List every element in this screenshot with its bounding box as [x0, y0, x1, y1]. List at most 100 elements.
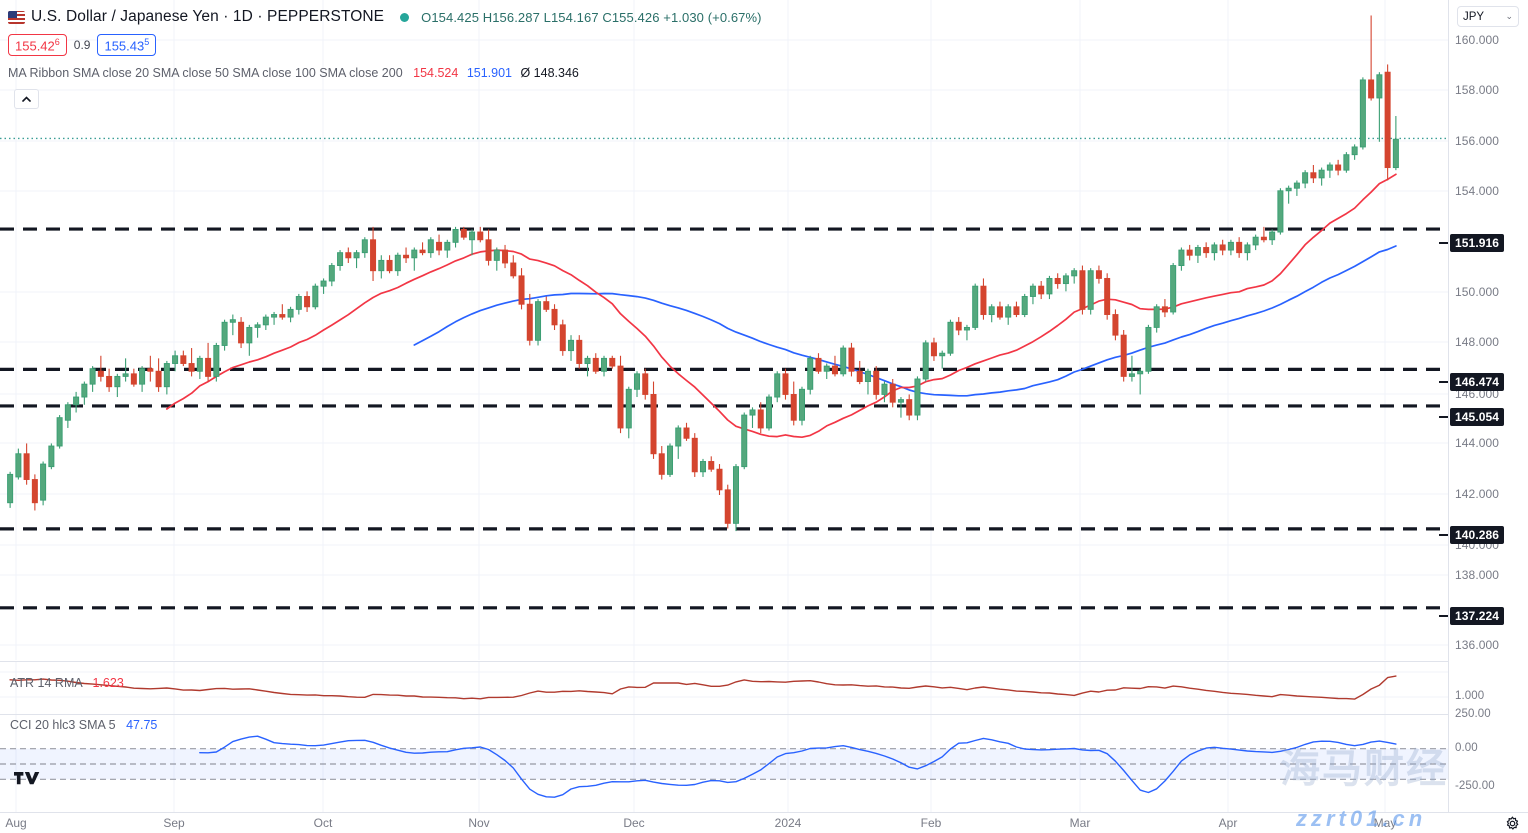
- candle-body: [1335, 164, 1342, 171]
- candle-body: [1120, 334, 1127, 377]
- candlestick: [271, 311, 278, 325]
- candlestick: [897, 397, 904, 418]
- candlestick: [419, 242, 426, 256]
- candlestick: [840, 345, 847, 377]
- candle-body: [229, 319, 236, 323]
- candle-body: [1376, 74, 1383, 99]
- price-level-badge[interactable]: 145.054: [1450, 408, 1505, 426]
- candle-body: [147, 368, 154, 372]
- candle-body: [1128, 373, 1135, 377]
- candle-body: [1269, 231, 1276, 241]
- candlestick: [188, 348, 195, 377]
- candle-body: [510, 262, 517, 277]
- candle-body: [1178, 249, 1185, 267]
- candle-body: [716, 468, 723, 491]
- candlestick: [427, 237, 434, 258]
- candlestick: [1112, 309, 1119, 341]
- candle-body: [873, 370, 880, 395]
- candlestick: [64, 402, 71, 428]
- candle-body: [798, 388, 805, 421]
- candle-body: [386, 259, 393, 272]
- candlestick: [1359, 77, 1366, 150]
- candlestick: [617, 355, 624, 434]
- candlestick: [205, 342, 212, 382]
- price-level-badge[interactable]: 137.224: [1450, 607, 1505, 625]
- candlestick: [1392, 116, 1399, 171]
- main-price-pane[interactable]: [0, 0, 1448, 660]
- candlestick: [864, 368, 871, 395]
- time-tick: Oct: [313, 816, 333, 830]
- price-tick: 158.000: [1455, 83, 1500, 97]
- time-scale[interactable]: Aug Sep Oct Nov Dec 2024 Feb Mar Apr May: [0, 812, 1528, 833]
- candlestick: [1186, 244, 1193, 261]
- price-tick: 250.00: [1455, 708, 1491, 720]
- candlestick: [765, 394, 772, 431]
- price-scale[interactable]: JPY ⌄ 160.000 158.000 156.000 154.000 150.00…: [1439, 0, 1528, 812]
- candlestick: [988, 304, 995, 323]
- gear-icon[interactable]: [1505, 816, 1520, 831]
- candlestick: [7, 471, 14, 508]
- candle-body: [436, 241, 443, 251]
- candlestick: [287, 306, 294, 323]
- candlestick: [370, 226, 377, 282]
- price-level-badge[interactable]: 151.916: [1450, 234, 1505, 252]
- candlestick: [163, 360, 170, 395]
- candlestick: [510, 255, 517, 279]
- candlestick: [1260, 226, 1267, 243]
- candlestick: [757, 402, 764, 434]
- candlestick: [1285, 185, 1292, 204]
- candle-body: [139, 368, 146, 385]
- candle-body: [790, 394, 797, 421]
- cci-indicator-pane[interactable]: [0, 714, 1448, 813]
- chevron-down-icon: ⌄: [1505, 11, 1513, 21]
- candle-body: [864, 370, 871, 383]
- candlestick: [1029, 283, 1036, 305]
- collapse-legend-button[interactable]: [14, 89, 39, 109]
- candle-body: [609, 357, 616, 367]
- candle-body: [782, 373, 789, 395]
- price-tick: -250.00: [1455, 780, 1495, 792]
- candle-body: [188, 363, 195, 372]
- candlestick: [1326, 162, 1333, 178]
- candlestick: [353, 250, 360, 269]
- candle-body: [988, 306, 995, 315]
- price-tick: 0.00: [1455, 742, 1478, 754]
- time-tick: Nov: [468, 816, 490, 830]
- price-level-tick: [1439, 615, 1448, 617]
- candle-body: [642, 373, 649, 395]
- candlestick: [543, 296, 550, 312]
- candle-body: [650, 394, 657, 455]
- candlestick: [1302, 170, 1309, 189]
- candle-body: [535, 301, 542, 341]
- candle-body: [881, 383, 888, 395]
- candle-body: [7, 473, 14, 504]
- price-tick: 142.000: [1455, 487, 1500, 501]
- candle-body: [765, 396, 772, 429]
- candlestick: [180, 350, 187, 367]
- candle-body: [477, 231, 484, 241]
- candlestick: [97, 355, 104, 382]
- candle-body: [427, 239, 434, 254]
- candle-body: [205, 357, 212, 377]
- candle-body: [576, 339, 583, 364]
- indicator-line: [165, 173, 1397, 439]
- candle-body: [394, 254, 401, 272]
- candle-body: [48, 445, 55, 468]
- price-level-badge[interactable]: 140.286: [1450, 526, 1505, 544]
- indicator-line: [199, 735, 1397, 798]
- candle-body: [1161, 306, 1168, 313]
- candlestick: [1137, 368, 1144, 395]
- tradingview-logo-icon[interactable]: [14, 770, 40, 787]
- atr-indicator-pane[interactable]: [0, 661, 1448, 714]
- candle-body: [1302, 172, 1309, 184]
- candle-body: [996, 306, 1003, 318]
- candle-body: [840, 347, 847, 375]
- candlestick: [295, 293, 302, 315]
- candle-body: [601, 357, 608, 372]
- candle-body: [947, 321, 954, 354]
- candle-body: [452, 228, 459, 243]
- candlestick: [526, 293, 533, 346]
- currency-selector[interactable]: JPY ⌄: [1457, 6, 1519, 27]
- price-level-badge[interactable]: 146.474: [1450, 373, 1505, 391]
- candle-body: [1368, 79, 1375, 99]
